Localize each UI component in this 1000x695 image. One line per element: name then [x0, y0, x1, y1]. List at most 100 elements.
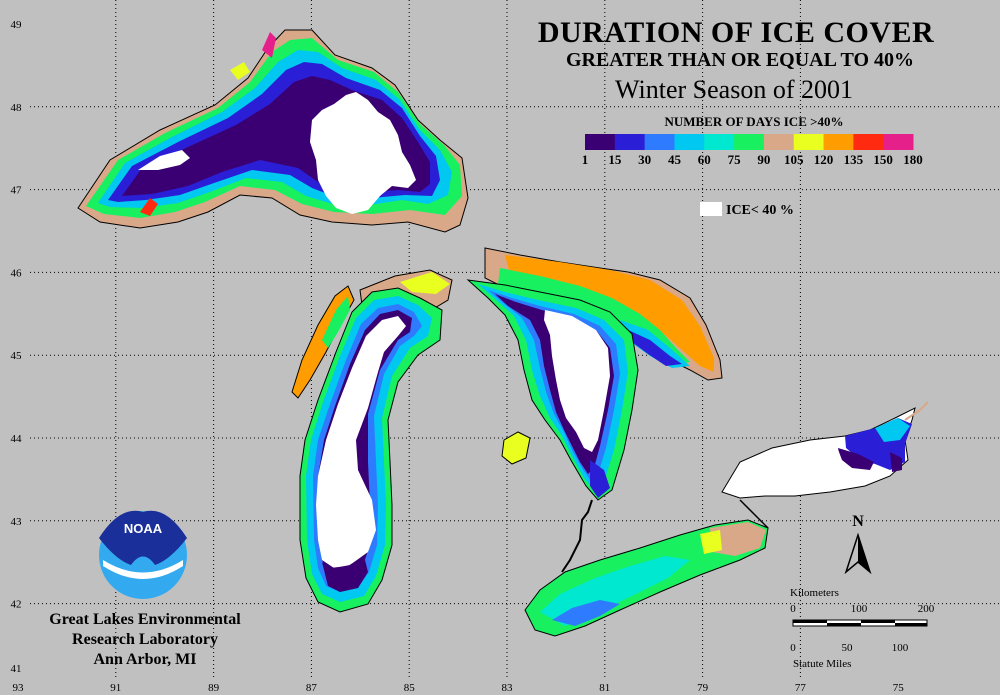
latitude-label: 45 [11, 350, 23, 362]
latitude-label: 44 [11, 433, 23, 445]
legend-swatch [674, 134, 705, 150]
lake-huron [466, 247, 723, 501]
latitude-label: 47 [11, 185, 23, 197]
legend-swatch [704, 134, 735, 150]
legend-tick-label: 15 [608, 152, 622, 167]
latitude-label: 49 [11, 19, 23, 31]
latitude-label: 43 [11, 516, 23, 528]
scale-km-tick-1: 100 [851, 603, 868, 615]
credits-line3: Ann Arbor, MI [94, 651, 197, 668]
legend-tick-labels: 1 15 30 45 60 75 90 105 120 135 150 180 [582, 152, 923, 167]
noaa-logo-bird [99, 510, 187, 565]
graticule-labels: 93 91 89 87 85 83 81 79 77 75 49 48 47 46 45 44 43 42 41 [11, 19, 905, 694]
legend-tick-label: 180 [903, 152, 923, 167]
legend-swatches [585, 134, 914, 150]
legend-swatch [793, 134, 825, 150]
noaa-logo-text: NOAA [124, 521, 163, 536]
erie-blue-west [552, 600, 620, 626]
legend-tick-label: 120 [814, 152, 834, 167]
legend-tick-label: 105 [784, 152, 804, 167]
latitude-label: 42 [11, 599, 22, 611]
credits-line2: Research Laboratory [72, 631, 218, 648]
legend-tick-label: 150 [873, 152, 893, 167]
erie-yellow-east [700, 530, 722, 554]
lake-superior [77, 29, 469, 233]
longitude-label: 85 [404, 682, 416, 694]
longitude-label: 75 [893, 682, 905, 694]
legend-swatch [644, 134, 675, 150]
title-line3: Winter Season of 2001 [615, 75, 853, 104]
michigan-purple-south [322, 556, 368, 592]
huron-white-open [544, 310, 610, 452]
superior-pink-nipigon [262, 32, 276, 58]
legend-swatch [883, 134, 914, 150]
legend-tick-label: 60 [698, 152, 711, 167]
longitude-label: 79 [697, 682, 709, 694]
latitude-label: 41 [11, 663, 22, 675]
green-bay-green [322, 296, 350, 348]
ontario-east-cyan [875, 418, 910, 442]
scale-km-title: Kilometers [790, 587, 839, 599]
scale-seg-2 [827, 623, 861, 626]
legend-tick-label: 90 [757, 152, 770, 167]
michigan-white-open [316, 316, 406, 568]
scale-km-tick-2: 200 [918, 603, 935, 615]
legend-heading: NUMBER OF DAYS ICE >40% [664, 114, 843, 129]
longitude-label: 83 [502, 682, 514, 694]
superior-yellow-bay [230, 62, 250, 80]
longitude-label: 77 [795, 682, 807, 694]
lake-michigan [291, 269, 453, 613]
title-line1: DURATION OF ICE COVER [538, 16, 934, 49]
superior-white-open [310, 92, 416, 214]
erie-tan-east [710, 522, 766, 556]
legend-tick-label: 1 [582, 152, 589, 167]
longitude-label: 91 [110, 682, 121, 694]
lake-ontario [721, 401, 929, 499]
st-lawrence [904, 401, 929, 421]
scale-mi-tick-1: 50 [842, 642, 854, 654]
scale-mi-title: Statute Miles [793, 658, 851, 670]
north-arrow: N [844, 513, 872, 575]
superior-white-west [138, 150, 190, 170]
legend-swatch [614, 134, 646, 150]
scale-mi-tick-0: 0 [790, 642, 796, 654]
niagara-river [739, 499, 769, 529]
legend-swatch [853, 134, 884, 150]
legend-tick-label: 75 [728, 152, 742, 167]
legend-swatch [823, 134, 854, 150]
scale-seg-4 [895, 623, 927, 626]
legend-tick-label: 135 [844, 152, 864, 167]
scale-km-tick-0: 0 [790, 603, 796, 615]
superior-red-bay [140, 198, 158, 216]
latitude-label: 48 [11, 102, 23, 114]
michigan-yellow-north [400, 272, 450, 294]
credits-line1: Great Lakes Environmental [49, 611, 241, 628]
lake-erie [524, 519, 769, 637]
legend-swatch [585, 134, 616, 150]
st-clair-river [561, 499, 593, 573]
longitude-label: 81 [599, 682, 610, 694]
legend-tick-label: 30 [638, 152, 651, 167]
legend-swatch [763, 134, 795, 150]
ontario-east-purple-2 [890, 452, 902, 472]
scale-bar: Kilometers 0 100 200 0 50 100 Statute Mi… [790, 587, 935, 670]
noaa-logo-wave [103, 560, 183, 579]
longitude-label: 87 [306, 682, 318, 694]
ontario-white-main [728, 444, 870, 494]
legend-ice-free-label: ICE< 40 % [726, 203, 794, 218]
huron-south-blue [590, 460, 610, 498]
longitude-label: 93 [13, 682, 25, 694]
legend-swatch [734, 134, 765, 150]
legend-tick-label: 45 [668, 152, 682, 167]
scale-mi-tick-2: 100 [892, 642, 909, 654]
north-label: N [852, 513, 864, 530]
legend: NUMBER OF DAYS ICE >40% 1 15 30 45 60 75 90 105… [582, 114, 923, 218]
huron-georgian-blue [628, 330, 682, 366]
legend-ice-free-swatch [700, 202, 722, 216]
scale-seg-3 [861, 620, 895, 623]
scale-seg-1 [793, 620, 827, 623]
huron-saginaw-yellow [501, 431, 531, 465]
title-line2: GREATER THAN OR EQUAL TO 40% [566, 49, 914, 71]
north-arrow-half-fill [858, 535, 870, 572]
